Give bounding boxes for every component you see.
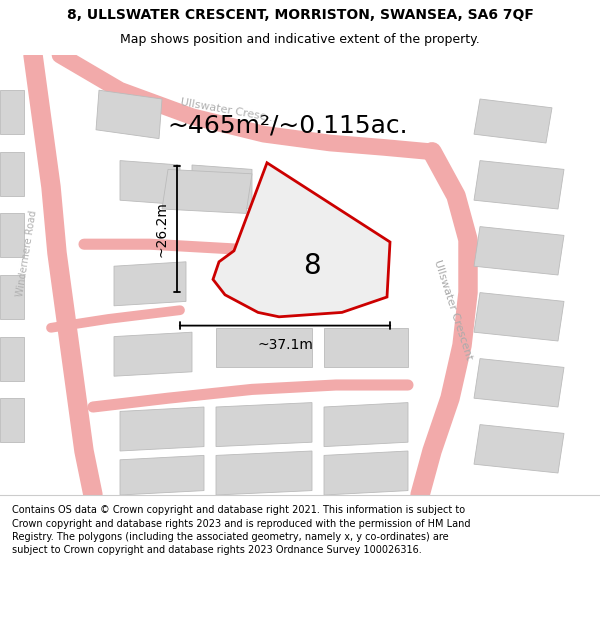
Polygon shape bbox=[120, 456, 204, 495]
Polygon shape bbox=[216, 451, 312, 495]
Polygon shape bbox=[213, 162, 390, 317]
Polygon shape bbox=[324, 402, 408, 447]
Polygon shape bbox=[474, 99, 552, 143]
Polygon shape bbox=[474, 424, 564, 473]
Text: ~37.1m: ~37.1m bbox=[257, 338, 313, 352]
Polygon shape bbox=[324, 328, 408, 367]
Polygon shape bbox=[0, 337, 24, 381]
Text: Ullswater Crescent: Ullswater Crescent bbox=[432, 259, 474, 361]
Text: Contains OS data © Crown copyright and database right 2021. This information is : Contains OS data © Crown copyright and d… bbox=[12, 506, 470, 555]
Polygon shape bbox=[96, 90, 162, 139]
Polygon shape bbox=[216, 328, 312, 367]
Polygon shape bbox=[474, 227, 564, 275]
Polygon shape bbox=[120, 407, 204, 451]
Text: 8, ULLSWATER CRESCENT, MORRISTON, SWANSEA, SA6 7QF: 8, ULLSWATER CRESCENT, MORRISTON, SWANSE… bbox=[67, 8, 533, 22]
Polygon shape bbox=[192, 165, 252, 209]
Text: ~26.2m: ~26.2m bbox=[155, 201, 169, 257]
Text: ~465m²/~0.115ac.: ~465m²/~0.115ac. bbox=[167, 113, 409, 138]
Polygon shape bbox=[114, 262, 186, 306]
Text: Windermere Road: Windermere Road bbox=[15, 209, 39, 297]
Polygon shape bbox=[0, 398, 24, 442]
Polygon shape bbox=[324, 451, 408, 495]
Polygon shape bbox=[0, 213, 24, 258]
Polygon shape bbox=[162, 169, 252, 213]
Polygon shape bbox=[114, 332, 192, 376]
Polygon shape bbox=[0, 90, 24, 134]
Polygon shape bbox=[120, 161, 180, 204]
Text: Ullswater Cresc...: Ullswater Cresc... bbox=[179, 97, 277, 123]
Polygon shape bbox=[0, 152, 24, 196]
Text: 8: 8 bbox=[303, 253, 321, 280]
Polygon shape bbox=[474, 359, 564, 407]
Polygon shape bbox=[216, 402, 312, 447]
Polygon shape bbox=[474, 292, 564, 341]
Polygon shape bbox=[474, 161, 564, 209]
Polygon shape bbox=[0, 275, 24, 319]
Text: Map shows position and indicative extent of the property.: Map shows position and indicative extent… bbox=[120, 33, 480, 46]
